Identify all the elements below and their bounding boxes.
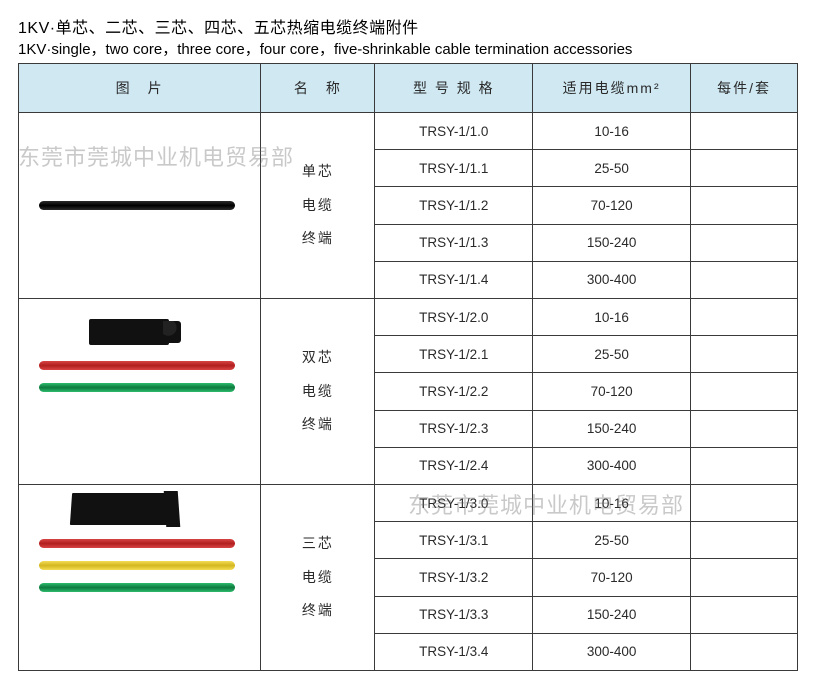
model-cell: TRSY-1/1.3 (375, 224, 533, 261)
cable-tube-icon (39, 583, 235, 592)
model-cell: TRSY-1/3.1 (375, 522, 533, 559)
model-cell: TRSY-1/3.3 (375, 596, 533, 633)
set-cell (691, 224, 798, 261)
cable-boot-icon (89, 319, 169, 345)
set-cell (691, 485, 798, 522)
title-en: 1KV·single，two core，three core，four core… (18, 38, 798, 59)
cable-cell: 25-50 (533, 336, 691, 373)
cable-cell: 150-240 (533, 596, 691, 633)
cable-tube-icon (39, 561, 235, 570)
table-row: 双芯电缆终端TRSY-1/2.010-16 (19, 299, 798, 336)
cable-cell: 150-240 (533, 224, 691, 261)
model-cell: TRSY-1/1.0 (375, 113, 533, 150)
set-cell (691, 336, 798, 373)
cable-tube-icon (39, 383, 235, 392)
model-cell: TRSY-1/3.4 (375, 633, 533, 670)
cable-cell: 70-120 (533, 559, 691, 596)
th-model: 型 号 规 格 (375, 64, 533, 113)
set-cell (691, 187, 798, 224)
table-row: 单芯电缆终端TRSY-1/1.010-16 (19, 113, 798, 150)
cable-tube-icon (39, 361, 235, 370)
th-name: 名 称 (261, 64, 375, 113)
set-cell (691, 261, 798, 298)
table-row: 三芯电缆终端TRSY-1/3.010-16 (19, 485, 798, 522)
model-cell: TRSY-1/1.1 (375, 150, 533, 187)
cable-cell: 25-50 (533, 150, 691, 187)
cable-cell: 70-120 (533, 373, 691, 410)
cable-cell: 150-240 (533, 410, 691, 447)
model-cell: TRSY-1/2.2 (375, 373, 533, 410)
cable-cell: 70-120 (533, 187, 691, 224)
th-set: 每件/套 (691, 64, 798, 113)
model-cell: TRSY-1/2.1 (375, 336, 533, 373)
model-cell: TRSY-1/1.4 (375, 261, 533, 298)
cable-cell: 10-16 (533, 113, 691, 150)
table-header-row: 图 片 名 称 型 号 规 格 适用电缆mm² 每件/套 (19, 64, 798, 113)
cable-cell: 300-400 (533, 261, 691, 298)
set-cell (691, 113, 798, 150)
model-cell: TRSY-1/3.0 (375, 485, 533, 522)
cable-cell: 300-400 (533, 447, 691, 484)
set-cell (691, 522, 798, 559)
cable-boot-icon (70, 493, 176, 525)
spec-table: 图 片 名 称 型 号 规 格 适用电缆mm² 每件/套 单芯电缆终端TRSY-… (18, 63, 798, 671)
set-cell (691, 410, 798, 447)
model-cell: TRSY-1/2.0 (375, 299, 533, 336)
picture-cell (19, 113, 261, 299)
cable-cell: 300-400 (533, 633, 691, 670)
set-cell (691, 447, 798, 484)
name-cell: 双芯电缆终端 (261, 299, 375, 485)
cable-tube-icon (39, 201, 235, 210)
name-cell: 单芯电缆终端 (261, 113, 375, 299)
picture-cell (19, 299, 261, 485)
model-cell: TRSY-1/2.4 (375, 447, 533, 484)
set-cell (691, 559, 798, 596)
picture-cell (19, 485, 261, 671)
set-cell (691, 150, 798, 187)
model-cell: TRSY-1/3.2 (375, 559, 533, 596)
set-cell (691, 299, 798, 336)
set-cell (691, 596, 798, 633)
th-cable: 适用电缆mm² (533, 64, 691, 113)
cable-cell: 10-16 (533, 299, 691, 336)
cable-tube-icon (39, 539, 235, 548)
name-cell: 三芯电缆终端 (261, 485, 375, 671)
model-cell: TRSY-1/2.3 (375, 410, 533, 447)
cable-cell: 25-50 (533, 522, 691, 559)
model-cell: TRSY-1/1.2 (375, 187, 533, 224)
set-cell (691, 633, 798, 670)
cable-cell: 10-16 (533, 485, 691, 522)
set-cell (691, 373, 798, 410)
title-cn: 1KV·单芯、二芯、三芯、四芯、五芯热缩电缆终端附件 (18, 14, 798, 38)
th-pic: 图 片 (19, 64, 261, 113)
